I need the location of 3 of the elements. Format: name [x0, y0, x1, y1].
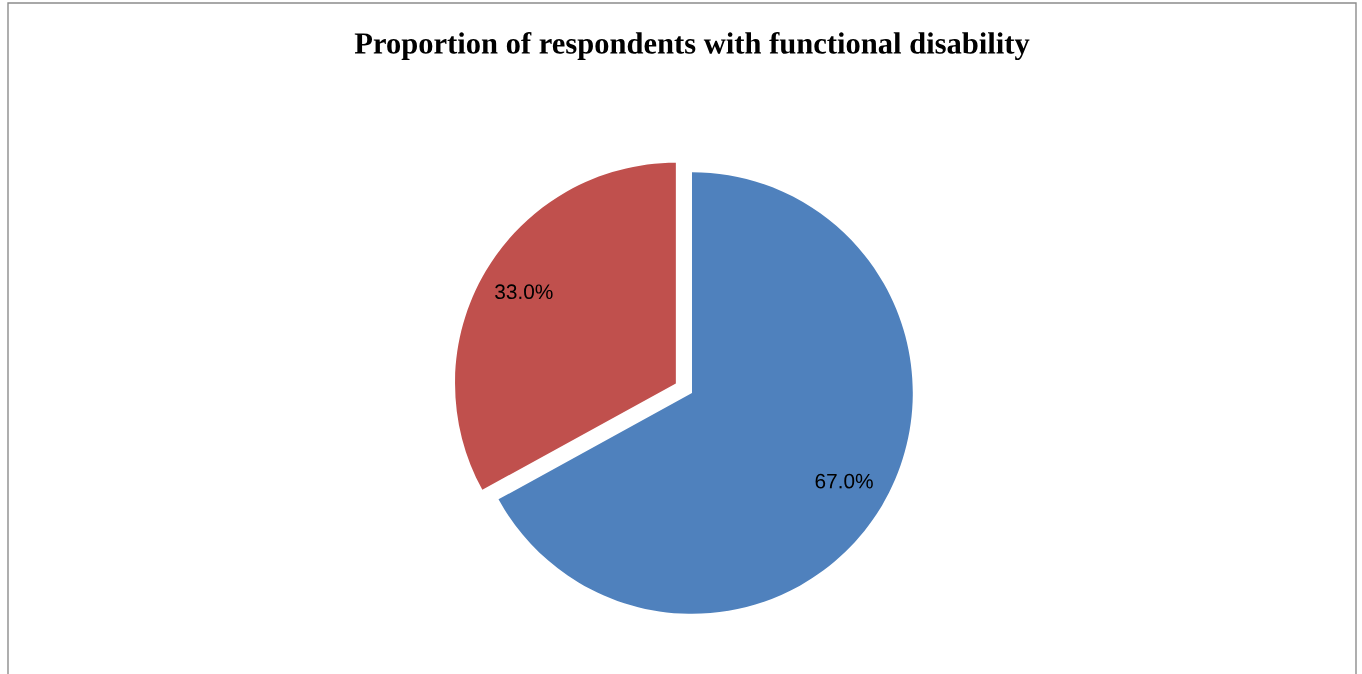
- data-label: 67.0%: [815, 473, 873, 489]
- chart-title: Proportion of respondents with functional disability: [354, 31, 1030, 61]
- data-label: 33.0%: [495, 284, 553, 300]
